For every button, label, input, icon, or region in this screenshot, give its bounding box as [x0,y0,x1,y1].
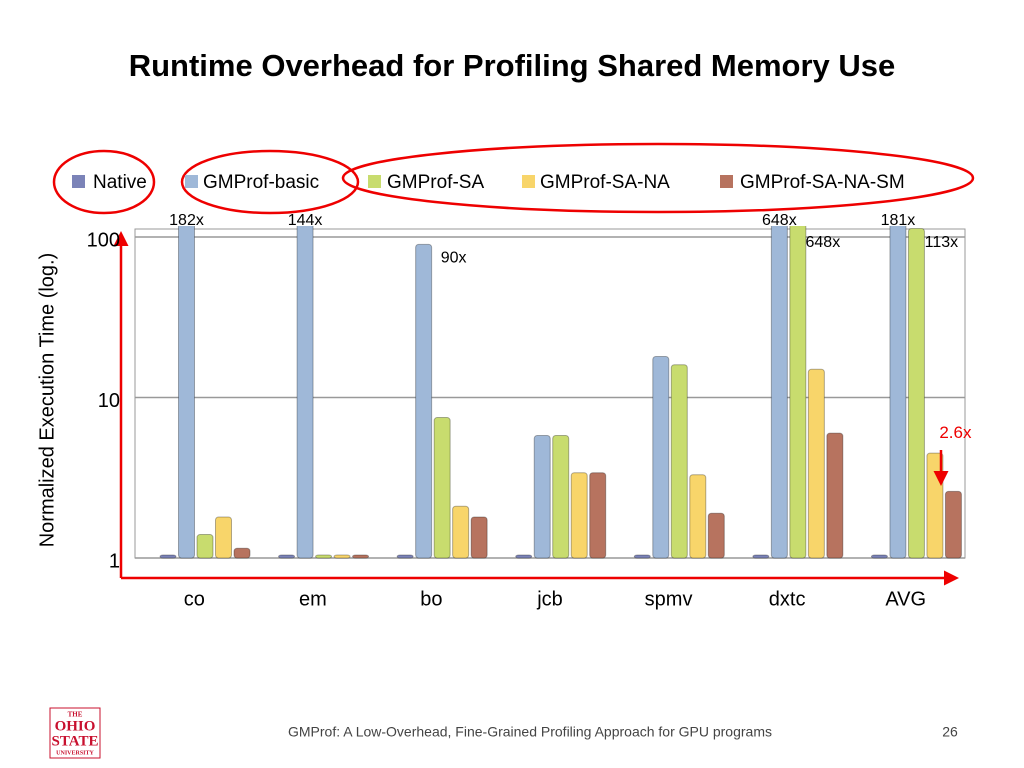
value-label: 648x [762,212,797,229]
bar [159,554,177,559]
logo-box [49,707,101,759]
bar [470,516,488,559]
bar [196,534,214,559]
bar [633,554,651,559]
x-tick-label: bo [420,588,442,610]
bar [333,554,351,559]
bar [807,368,825,559]
bar [178,226,195,559]
bar [670,364,688,559]
legend-swatch [522,175,535,188]
bar [215,516,232,559]
y-axis-label: Normalized Execution Time (log.) [36,253,58,548]
legend-label: GMProf-SA [387,172,484,193]
value-label: 182x [169,212,204,229]
bar [452,505,470,559]
legend-swatch [720,175,733,188]
highlight [341,142,975,214]
bar [752,554,770,559]
legend-swatch [185,175,198,188]
bar [707,512,725,559]
legend-swatch [72,175,85,188]
y-tick-label: 1 [109,550,120,572]
x-tick-label: co [184,588,205,610]
bar [515,554,533,559]
highlight [52,149,156,215]
bar [689,474,707,559]
logo-text: THE [68,711,83,719]
bar [552,434,570,559]
bar [315,554,333,559]
value-label: 648x [806,234,841,251]
bar [570,472,588,559]
bar [889,226,907,559]
value-label: 144x [288,212,323,229]
x-tick-label: spmv [645,588,693,610]
y-tick-label: 10 [98,390,120,412]
bar [415,243,433,559]
bar [789,226,807,559]
value-label: 181x [881,212,916,229]
bar [533,434,551,559]
bar [907,227,925,559]
x-tick-label: em [299,588,327,610]
page-number: 26 [942,724,958,740]
x-tick-label: AVG [885,588,926,610]
footer-text: GMProf: A Low-Overhead, Fine-Grained Pro… [288,724,772,740]
bar [278,554,296,559]
bar [870,554,888,559]
highlight [180,149,360,215]
bar [826,432,844,559]
bar [233,547,251,559]
value-label: 90x [441,250,467,267]
bar [652,356,670,559]
slide-title: Runtime Overhead for Profiling Shared Me… [129,48,896,83]
bars [159,226,962,559]
value-label: 2.6x [939,423,972,442]
legend-label: GMProf-basic [203,172,319,193]
bar [589,472,607,559]
legend-label: GMProf-SA-NA-SM [740,172,905,193]
value-label: 113x [925,234,959,251]
plot [134,226,966,559]
legend-label: Native [93,172,147,193]
x-tick-label: dxtc [769,588,806,610]
bar [396,554,414,559]
bar [352,554,370,559]
bar [433,417,451,559]
bar [944,490,962,559]
bar [296,226,314,559]
legend-swatch [368,175,381,188]
logo-text: STATE [52,733,99,749]
y-tick-label: 100 [87,229,120,251]
x-tick-label: jcb [536,588,563,610]
logo-text: OHIO [55,718,96,734]
logo-text: UNIVERSITY [56,750,94,756]
bar [770,226,788,559]
legend-label: GMProf-SA-NA [540,172,670,193]
